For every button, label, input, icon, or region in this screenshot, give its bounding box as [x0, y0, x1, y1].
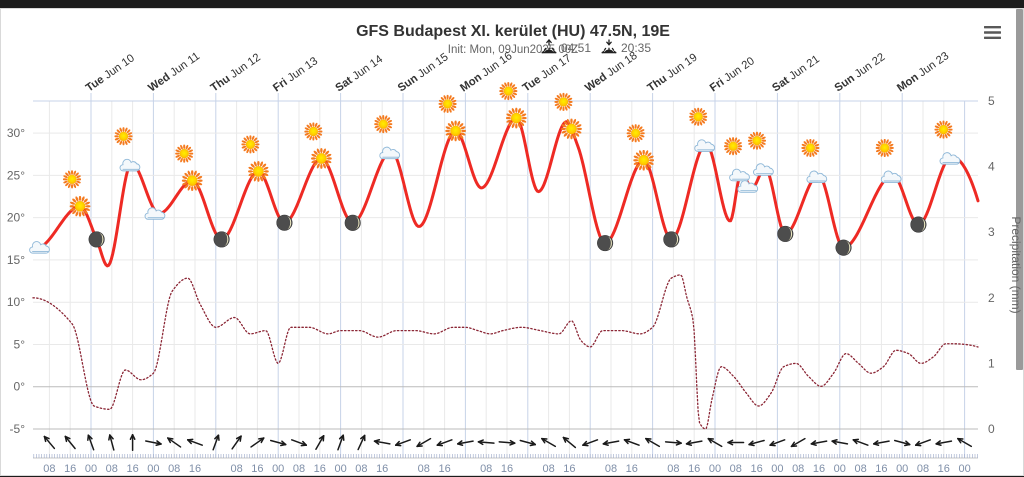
- svg-text:2: 2: [988, 291, 995, 305]
- svg-text:08: 08: [854, 463, 866, 475]
- svg-text:3: 3: [988, 225, 995, 239]
- svg-text:16: 16: [875, 463, 887, 475]
- svg-text:08: 08: [792, 463, 804, 475]
- svg-text:08: 08: [418, 463, 430, 475]
- svg-text:10°: 10°: [7, 295, 25, 309]
- svg-text:08: 08: [355, 463, 367, 475]
- svg-text:00: 00: [709, 463, 721, 475]
- svg-text:00: 00: [334, 463, 346, 475]
- svg-text:0: 0: [988, 422, 995, 436]
- svg-text:16: 16: [126, 463, 138, 475]
- svg-text:30°: 30°: [7, 126, 25, 140]
- svg-text:4: 4: [988, 160, 995, 174]
- svg-text:Mon Jun 23: Mon Jun 23: [895, 50, 951, 94]
- svg-text:16: 16: [189, 463, 201, 475]
- svg-text:16: 16: [750, 463, 762, 475]
- svg-text:Sun Jun 15: Sun Jun 15: [396, 51, 451, 94]
- svg-text:20°: 20°: [7, 211, 25, 225]
- svg-text:Init: Mon, 09Jun2025 00Z: Init: Mon, 09Jun2025 00Z: [448, 44, 578, 56]
- svg-text:15°: 15°: [7, 253, 25, 267]
- svg-text:Sun Jun 22: Sun Jun 22: [833, 51, 888, 94]
- svg-text:00: 00: [147, 463, 159, 475]
- svg-text:-5°: -5°: [10, 422, 26, 436]
- svg-text:0°: 0°: [14, 380, 26, 394]
- svg-text:Sat Jun 14: Sat Jun 14: [333, 53, 385, 94]
- svg-text:08: 08: [730, 463, 742, 475]
- svg-text:Tue Jun 17: Tue Jun 17: [521, 52, 574, 94]
- svg-text:08: 08: [168, 463, 180, 475]
- svg-text:1: 1: [988, 356, 995, 370]
- svg-text:16: 16: [438, 463, 450, 475]
- svg-text:25°: 25°: [7, 168, 25, 182]
- svg-text:Fri Jun 20: Fri Jun 20: [708, 55, 757, 94]
- svg-text:16: 16: [251, 463, 263, 475]
- svg-text:Sat Jun 21: Sat Jun 21: [770, 53, 822, 94]
- svg-text:Wed Jun 18: Wed Jun 18: [583, 50, 640, 95]
- svg-text:00: 00: [272, 463, 284, 475]
- svg-text:Precipitation (mm): Precipitation (mm): [1009, 216, 1023, 313]
- svg-text:08: 08: [667, 463, 679, 475]
- svg-text:Wed Jun 11: Wed Jun 11: [146, 50, 202, 94]
- svg-text:5°: 5°: [14, 337, 26, 351]
- svg-text:Thu Jun 12: Thu Jun 12: [209, 51, 263, 94]
- svg-text:16: 16: [376, 463, 388, 475]
- svg-text:08: 08: [917, 463, 929, 475]
- svg-text:16: 16: [501, 463, 513, 475]
- svg-text:GFS Budapest XI. kerület (HU): GFS Budapest XI. kerület (HU) 47.5N, 19E: [356, 23, 670, 40]
- svg-text:00: 00: [85, 463, 97, 475]
- svg-text:00: 00: [771, 463, 783, 475]
- svg-text:20:35: 20:35: [621, 41, 651, 55]
- svg-text:16: 16: [938, 463, 950, 475]
- svg-text:16: 16: [688, 463, 700, 475]
- svg-text:Tue Jun 10: Tue Jun 10: [84, 52, 137, 94]
- svg-text:08: 08: [605, 463, 617, 475]
- svg-text:08: 08: [293, 463, 305, 475]
- svg-text:16: 16: [314, 463, 326, 475]
- svg-text:00: 00: [896, 463, 908, 475]
- svg-text:08: 08: [43, 463, 55, 475]
- svg-text:00: 00: [958, 463, 970, 475]
- svg-text:16: 16: [563, 463, 575, 475]
- svg-text:Thu Jun 19: Thu Jun 19: [645, 51, 699, 94]
- svg-text:16: 16: [64, 463, 76, 475]
- svg-text:Fri Jun 13: Fri Jun 13: [271, 55, 320, 94]
- svg-text:5: 5: [988, 94, 995, 108]
- svg-text:16: 16: [813, 463, 825, 475]
- svg-text:08: 08: [480, 463, 492, 475]
- svg-text:08: 08: [542, 463, 554, 475]
- svg-text:08: 08: [230, 463, 242, 475]
- svg-text:00: 00: [834, 463, 846, 475]
- svg-text:16: 16: [626, 463, 638, 475]
- svg-text:08: 08: [106, 463, 118, 475]
